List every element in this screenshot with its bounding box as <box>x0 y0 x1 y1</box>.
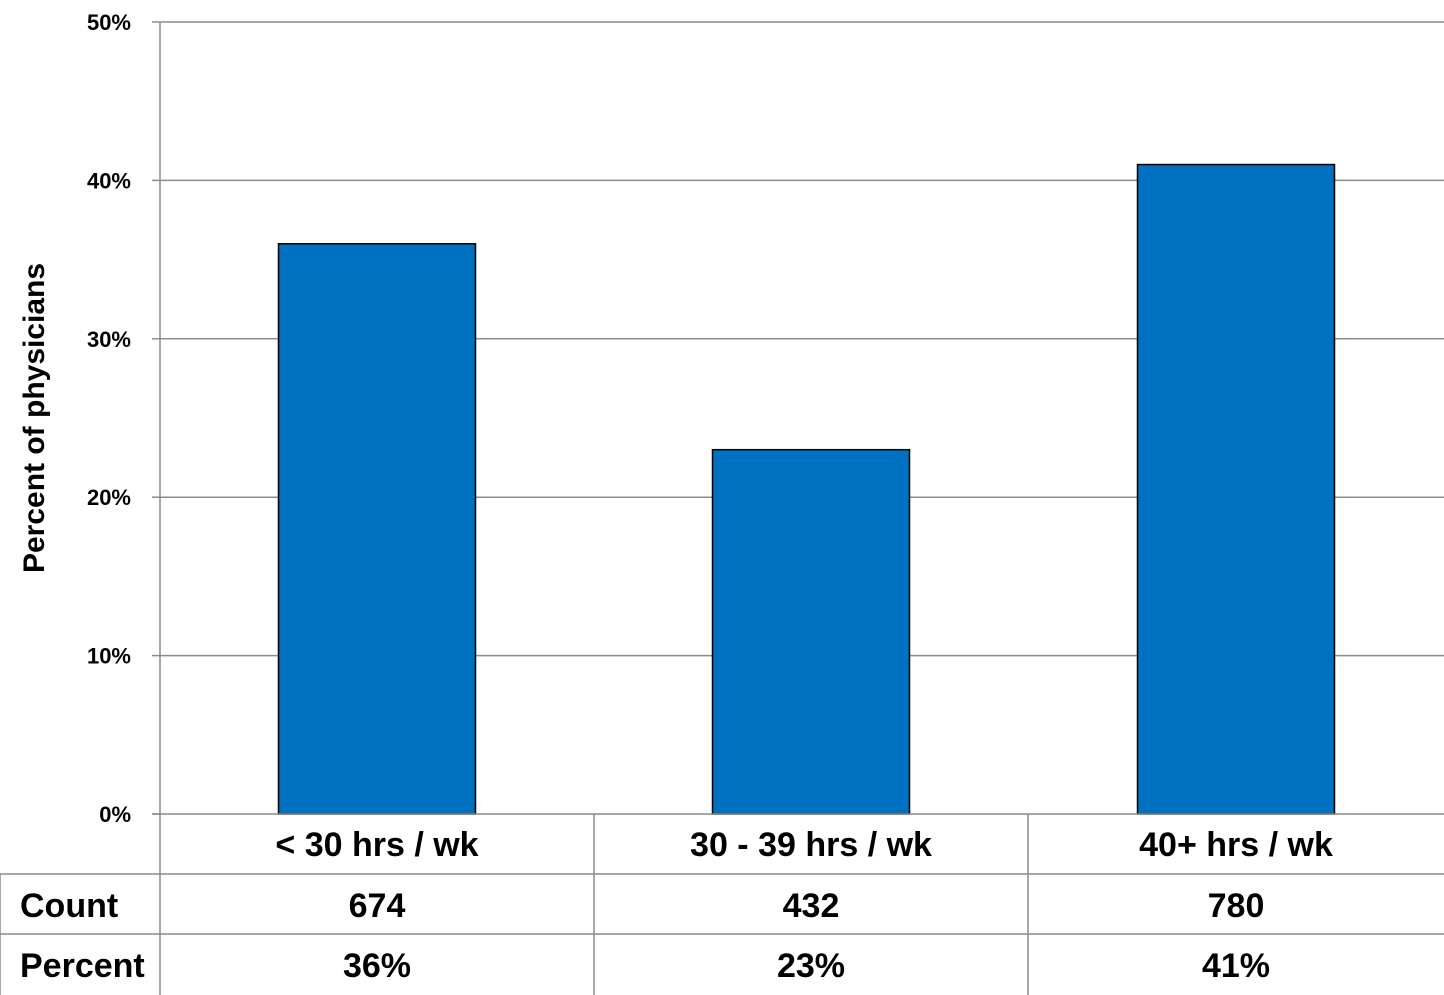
table-cell: 41% <box>1202 947 1270 985</box>
table-cell: 780 <box>1208 887 1265 925</box>
y-tick-label: 30% <box>87 327 131 352</box>
data-table: < 30 hrs / wk 30 - 39 hrs / wk 40+ hrs / w… <box>0 814 1444 995</box>
axes <box>152 22 1444 995</box>
y-tick-labels: 0% 10% 20% 30% 40% 50% <box>87 10 131 827</box>
bar <box>1136 163 1336 815</box>
bars <box>277 163 1336 815</box>
table-row-header: Count <box>20 887 118 925</box>
table-cell: 23% <box>777 947 845 985</box>
y-tick-label: 40% <box>87 168 131 193</box>
y-tick-label: 0% <box>99 802 131 827</box>
table-cell: 674 <box>349 887 406 925</box>
y-tick-label: 10% <box>87 644 131 669</box>
y-axis-title: Percent of physicians <box>18 263 51 573</box>
category-label: < 30 hrs / wk <box>275 826 478 864</box>
bar <box>711 448 911 815</box>
category-label: 30 - 39 hrs / wk <box>690 826 932 864</box>
table-cell: 36% <box>343 947 411 985</box>
bar <box>277 243 477 815</box>
category-label: 40+ hrs / wk <box>1139 826 1333 864</box>
table-row-header: Percent <box>20 947 145 985</box>
table-cell: 432 <box>783 887 840 925</box>
y-tick-label: 50% <box>87 10 131 35</box>
y-tick-label: 20% <box>87 485 131 510</box>
